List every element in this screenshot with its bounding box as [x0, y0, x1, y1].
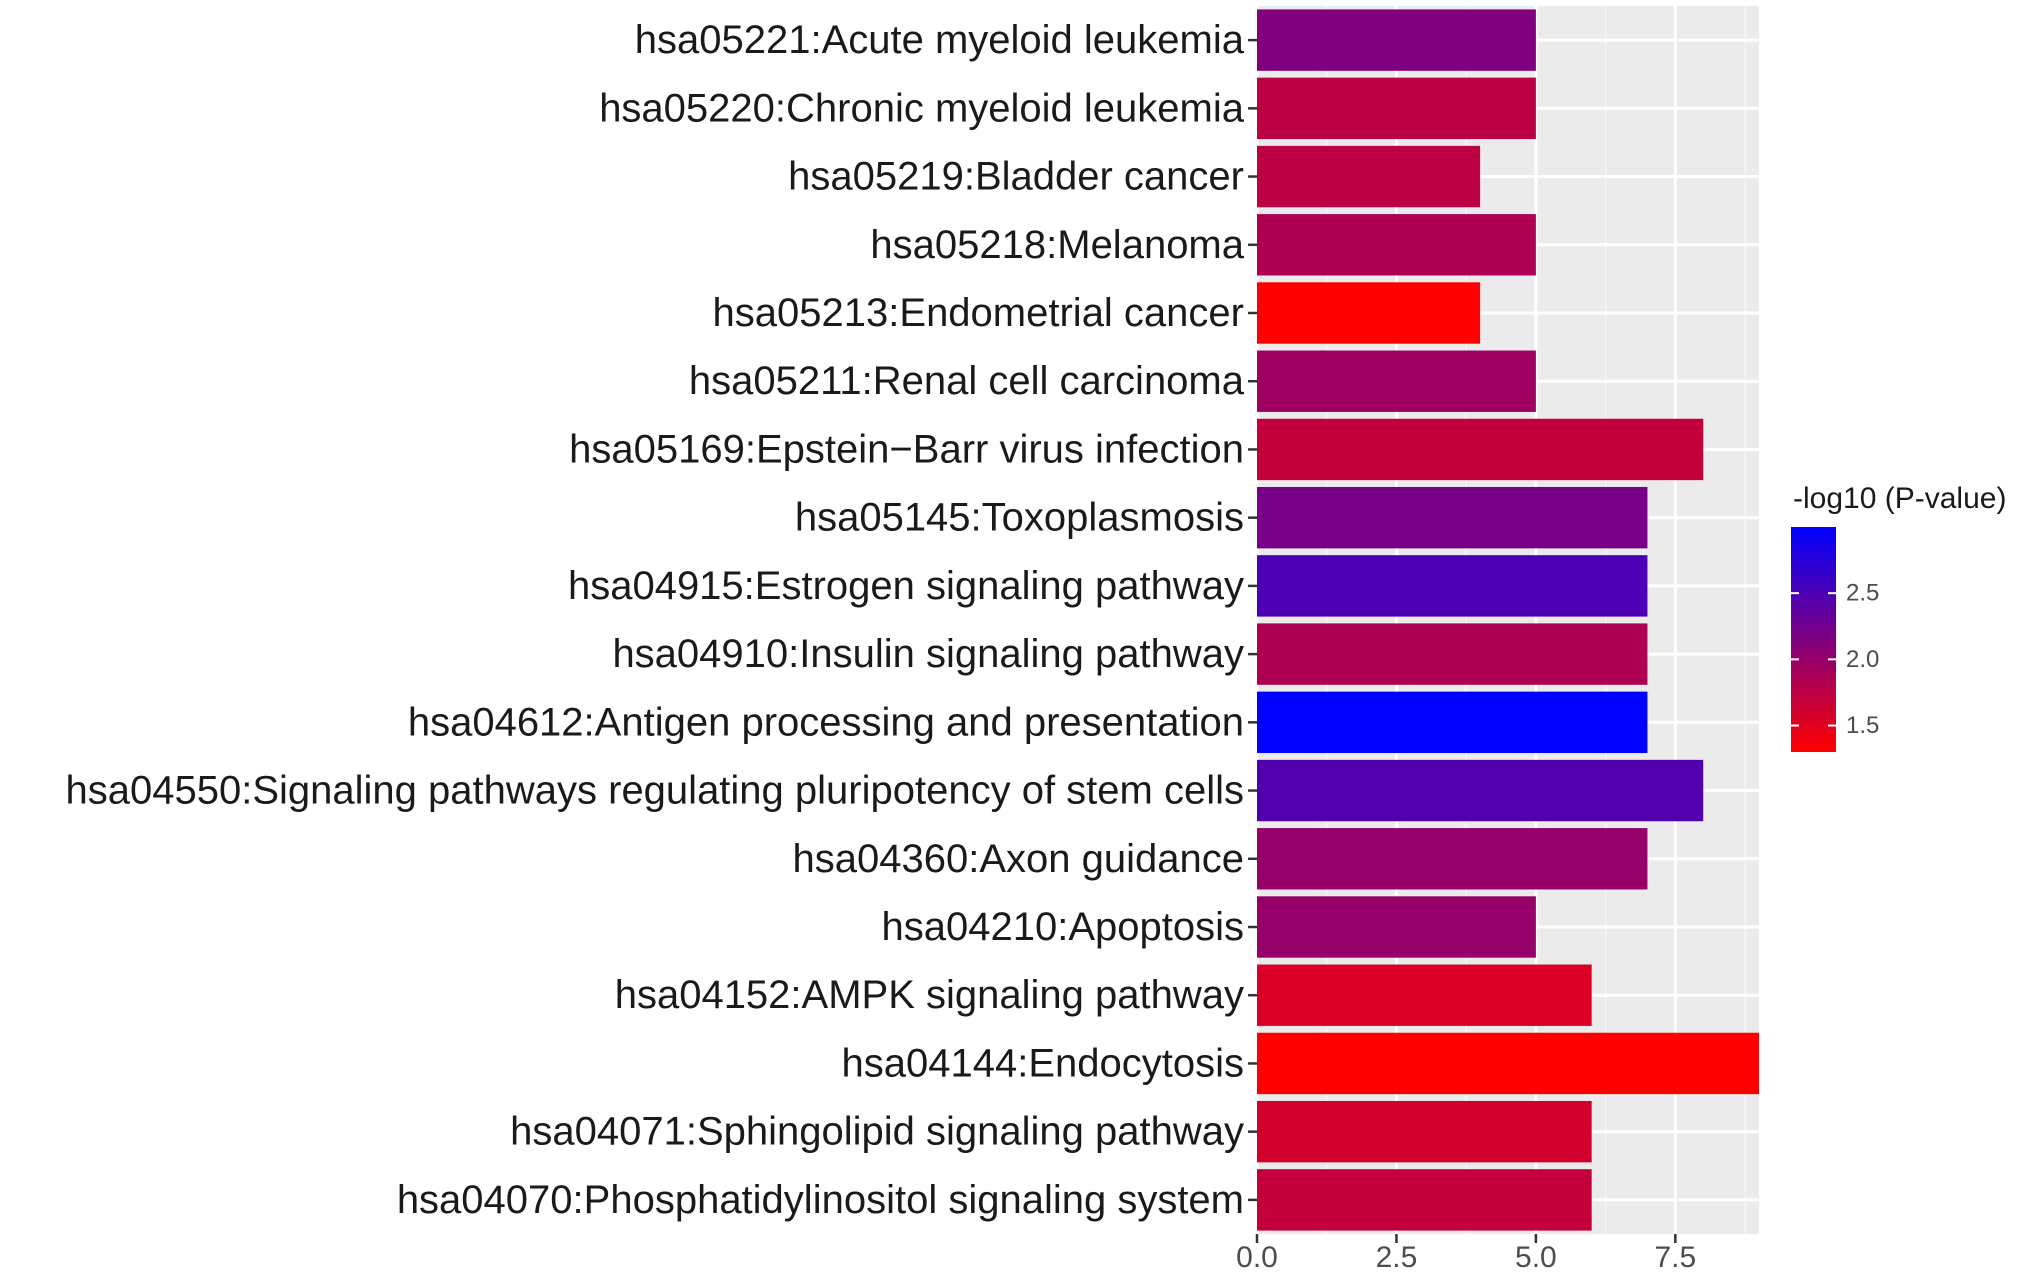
category-label: hsa04210:Apoptosis: [882, 905, 1245, 949]
bar: [1257, 691, 1648, 754]
bar: [1257, 282, 1481, 344]
category-label: hsa04070:Phosphatidylinositol signaling …: [397, 1178, 1244, 1222]
bar: [1257, 486, 1648, 549]
bar: [1257, 1032, 1759, 1095]
bar: [1257, 350, 1536, 412]
category-label: hsa04152:AMPK signaling pathway: [615, 973, 1244, 1017]
bar: [1257, 77, 1536, 140]
x-tick-label: 0.0: [1236, 1241, 1278, 1274]
category-label: hsa05213:Endometrial cancer: [713, 291, 1244, 335]
color-legend: -log10 (P-value) 1.5 2.0 2.5: [1791, 482, 2006, 752]
bar: [1257, 9, 1536, 71]
bar: [1257, 759, 1704, 822]
x-tick-label: 7.5: [1654, 1241, 1696, 1274]
x-tick-label: 5.0: [1515, 1241, 1557, 1274]
category-label: hsa05218:Melanoma: [870, 223, 1244, 267]
bar: [1257, 896, 1536, 958]
category-label: hsa04915:Estrogen signaling pathway: [568, 564, 1244, 608]
category-label: hsa05169:Epstein−Barr virus infection: [569, 427, 1244, 471]
bar: [1257, 145, 1481, 208]
bar: [1257, 1100, 1592, 1163]
bar: [1257, 555, 1648, 617]
category-label: hsa05211:Renal cell carcinoma: [689, 359, 1245, 403]
legend-tick-label: 2.0: [1846, 646, 1879, 673]
category-label: hsa05220:Chronic myeloid leukemia: [599, 86, 1245, 130]
category-label: hsa04550:Signaling pathways regulating p…: [66, 769, 1245, 813]
category-label: hsa04360:Axon guidance: [793, 837, 1244, 881]
legend-tick-label: 2.5: [1846, 580, 1879, 607]
bar: [1257, 964, 1592, 1026]
category-label: hsa04612:Antigen processing and presenta…: [408, 700, 1244, 744]
bar: [1257, 623, 1648, 685]
bars-group: [1257, 9, 1759, 1231]
bar: [1257, 828, 1648, 890]
bar: [1257, 214, 1536, 276]
category-label: hsa04071:Sphingolipid signaling pathway: [510, 1110, 1244, 1154]
category-label: hsa04910:Insulin signaling pathway: [612, 632, 1244, 676]
bar: [1257, 1169, 1592, 1231]
x-axis: 0.0 2.5 5.0 7.5: [1236, 1234, 1696, 1274]
legend-tick-label: 1.5: [1846, 712, 1879, 739]
legend-colorbar: [1791, 527, 1836, 752]
legend-title: -log10 (P-value): [1793, 482, 2006, 515]
category-label: hsa05221:Acute myeloid leukemia: [635, 18, 1245, 62]
category-label: hsa05219:Bladder cancer: [788, 155, 1244, 199]
category-label: hsa05145:Toxoplasmosis: [795, 496, 1244, 540]
x-tick-label: 2.5: [1376, 1241, 1418, 1274]
bar: [1257, 418, 1704, 481]
category-labels-group: hsa05221:Acute myeloid leukemia hsa05220:…: [66, 18, 1257, 1222]
category-label: hsa04144:Endocytosis: [842, 1041, 1245, 1085]
